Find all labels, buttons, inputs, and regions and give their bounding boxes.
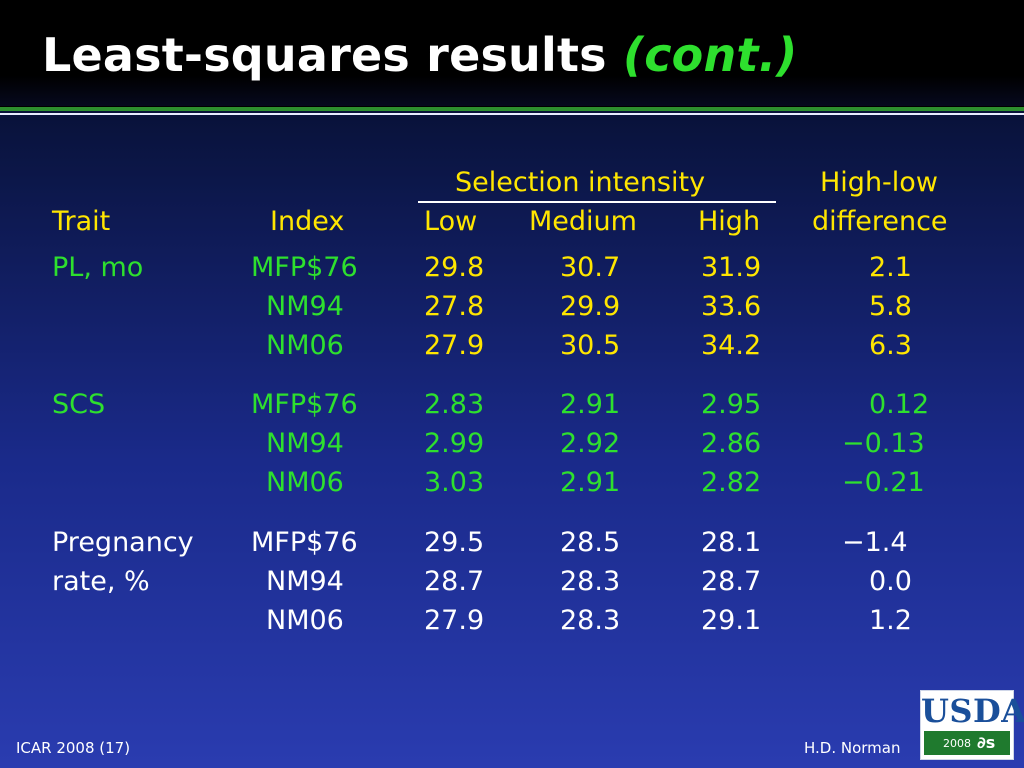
footer-left: ICAR 2008 (17) [16, 739, 131, 757]
usda-logo-word: USDA [921, 692, 1024, 730]
title-rule-green [0, 107, 1024, 111]
title-main: Least-squares results [42, 28, 607, 82]
diff-cell: 0.0 [869, 566, 912, 597]
medium-cell: 28.3 [560, 605, 621, 636]
trait-label: Pregnancy [52, 527, 194, 558]
medium-cell: 2.91 [560, 389, 621, 420]
high-cell: 2.82 [701, 467, 762, 498]
diff-cell: 5.8 [869, 291, 912, 322]
high-cell: 29.1 [701, 605, 762, 636]
high-cell: 28.1 [701, 527, 762, 558]
index-cell: MFP$76 [251, 527, 358, 558]
header-trait: Trait [52, 206, 111, 237]
trait-label-line2: rate, % [52, 566, 150, 597]
medium-cell: 29.9 [560, 291, 621, 322]
trait-label: PL, mo [52, 252, 144, 283]
diff-cell: −0.21 [842, 467, 925, 498]
index-cell: NM06 [266, 330, 344, 361]
low-cell: 27.9 [424, 605, 485, 636]
title-sub: (cont.) [622, 28, 798, 82]
header-difference: difference [812, 206, 948, 237]
header-medium: Medium [529, 206, 637, 237]
low-cell: 27.8 [424, 291, 485, 322]
index-cell: MFP$76 [251, 389, 358, 420]
low-cell: 28.7 [424, 566, 485, 597]
trait-label: SCS [52, 389, 106, 420]
medium-cell: 2.92 [560, 428, 621, 459]
header-high-low: High-low [820, 167, 938, 198]
medium-cell: 28.5 [560, 527, 621, 558]
usda-logo: USDA 2008 ∂s [920, 690, 1024, 760]
medium-cell: 2.91 [560, 467, 621, 498]
medium-cell: 28.3 [560, 566, 621, 597]
index-cell: NM94 [266, 566, 344, 597]
diff-cell: 6.3 [869, 330, 912, 361]
low-cell: 2.83 [424, 389, 485, 420]
title-rule-white [0, 113, 1024, 115]
high-cell: 28.7 [701, 566, 762, 597]
low-cell: 29.5 [424, 527, 485, 558]
header-low: Low [424, 206, 478, 237]
diff-cell: −1.4 [842, 527, 908, 558]
high-cell: 33.6 [701, 291, 762, 322]
high-cell: 2.86 [701, 428, 762, 459]
usda-logo-year: 2008 [943, 737, 971, 750]
header-high: High [698, 206, 761, 237]
usda-logo-band [924, 731, 1010, 755]
low-cell: 29.8 [424, 252, 485, 283]
index-cell: MFP$76 [251, 252, 358, 283]
index-cell: NM94 [266, 291, 344, 322]
aipl-mark-icon: ∂s [977, 733, 996, 752]
low-cell: 2.99 [424, 428, 485, 459]
slide-title: Least-squares results (cont.) [42, 28, 798, 82]
group-header-selection-intensity: Selection intensity [455, 167, 706, 198]
diff-cell: 0.12 [869, 389, 930, 420]
medium-cell: 30.7 [560, 252, 621, 283]
title-bar [0, 0, 1024, 108]
group-header-rule [418, 201, 776, 203]
footer-right: H.D. Norman [804, 739, 901, 757]
header-index: Index [270, 206, 345, 237]
index-cell: NM06 [266, 605, 344, 636]
index-cell: NM06 [266, 467, 344, 498]
high-cell: 31.9 [701, 252, 762, 283]
index-cell: NM94 [266, 428, 344, 459]
diff-cell: 1.2 [869, 605, 912, 636]
medium-cell: 30.5 [560, 330, 621, 361]
low-cell: 27.9 [424, 330, 485, 361]
low-cell: 3.03 [424, 467, 485, 498]
high-cell: 2.95 [701, 389, 762, 420]
diff-cell: 2.1 [869, 252, 912, 283]
diff-cell: −0.13 [842, 428, 925, 459]
high-cell: 34.2 [701, 330, 762, 361]
